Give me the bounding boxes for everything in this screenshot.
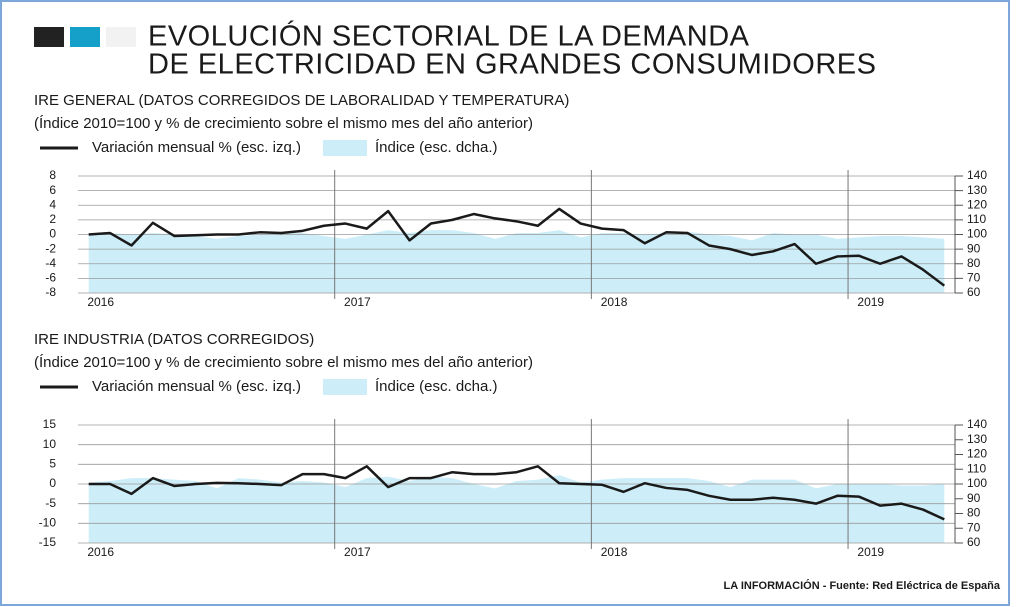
y2-tick-label: 80 xyxy=(967,256,981,270)
x-tick-label: 2017 xyxy=(344,545,371,559)
y-tick-label: -15 xyxy=(39,535,57,549)
y2-tick-label: 100 xyxy=(967,476,987,490)
legend-swatch xyxy=(322,140,367,156)
legend-swatch xyxy=(322,379,367,395)
y2-tick-label: 80 xyxy=(967,506,981,520)
legend-label: Índice (esc. dcha.) xyxy=(375,378,498,395)
y-tick-label: 0 xyxy=(49,227,56,241)
y2-tick-label: 60 xyxy=(967,285,981,299)
y-tick-label: 4 xyxy=(49,197,56,211)
y2-tick-label: 90 xyxy=(967,491,981,505)
y-tick-label: 8 xyxy=(49,168,56,182)
y-tick-label: 10 xyxy=(43,437,57,451)
x-tick-label: 2019 xyxy=(857,295,884,309)
y-tick-label: -4 xyxy=(45,256,56,270)
x-tick-label: 2019 xyxy=(857,545,884,559)
y2-tick-label: 100 xyxy=(967,227,987,241)
y2-tick-label: 140 xyxy=(967,168,987,182)
variation-line xyxy=(88,465,945,521)
x-tick-label: 2016 xyxy=(87,545,114,559)
y2-tick-label: 120 xyxy=(967,197,987,211)
legend-label: Variación mensual % (esc. izq.) xyxy=(92,139,301,156)
chart-subtitle: (Índice 2010=100 y % de crecimiento sobr… xyxy=(34,354,533,371)
index-area xyxy=(88,230,945,293)
main-title: DE ELECTRICIDAD EN GRANDES CONSUMIDORES xyxy=(148,49,877,81)
y2-tick-label: 120 xyxy=(967,447,987,461)
y-tick-label: -5 xyxy=(45,496,56,510)
chart-title: IRE INDUSTRIA (DATOS CORREGIDOS) xyxy=(34,331,314,348)
y-tick-label: 0 xyxy=(49,476,56,490)
y-tick-label: 6 xyxy=(49,183,56,197)
y-tick-label: -8 xyxy=(45,285,56,299)
y2-tick-label: 60 xyxy=(967,535,981,549)
index-area xyxy=(88,475,945,543)
y2-tick-label: 110 xyxy=(967,212,986,226)
y-tick-label: 2 xyxy=(49,212,56,226)
y2-tick-label: 70 xyxy=(967,271,981,285)
y2-tick-label: 130 xyxy=(967,432,987,446)
x-tick-label: 2018 xyxy=(601,545,628,559)
variation-line xyxy=(88,207,946,287)
chart-title: IRE GENERAL (DATOS CORREGIDOS DE LABORAL… xyxy=(34,92,569,109)
chart-subtitle: (Índice 2010=100 y % de crecimiento sobr… xyxy=(34,115,533,132)
y2-tick-label: 110 xyxy=(967,461,986,475)
y2-tick-label: 130 xyxy=(967,183,987,197)
source: LA INFORMACIÓN - Fuente: Red Eléctrica d… xyxy=(724,579,1001,592)
y-tick-label: -6 xyxy=(45,271,56,285)
header-square xyxy=(34,27,64,47)
x-tick-label: 2018 xyxy=(601,295,628,309)
y2-tick-label: 140 xyxy=(967,417,987,431)
header-square xyxy=(70,27,100,47)
y2-tick-label: 70 xyxy=(967,520,981,534)
y-tick-label: 15 xyxy=(43,417,57,431)
main-title: EVOLUCIÓN SECTORIAL DE LA DEMANDA xyxy=(148,20,750,53)
y-tick-label: -10 xyxy=(39,516,57,530)
header-square xyxy=(106,27,136,47)
legend-label: Variación mensual % (esc. izq.) xyxy=(92,378,301,395)
y-tick-label: 5 xyxy=(49,457,56,471)
y2-tick-label: 90 xyxy=(967,241,981,255)
x-tick-label: 2017 xyxy=(344,295,371,309)
x-tick-label: 2016 xyxy=(87,295,114,309)
y-tick-label: -2 xyxy=(45,241,56,255)
legend-label: Índice (esc. dcha.) xyxy=(375,139,498,156)
